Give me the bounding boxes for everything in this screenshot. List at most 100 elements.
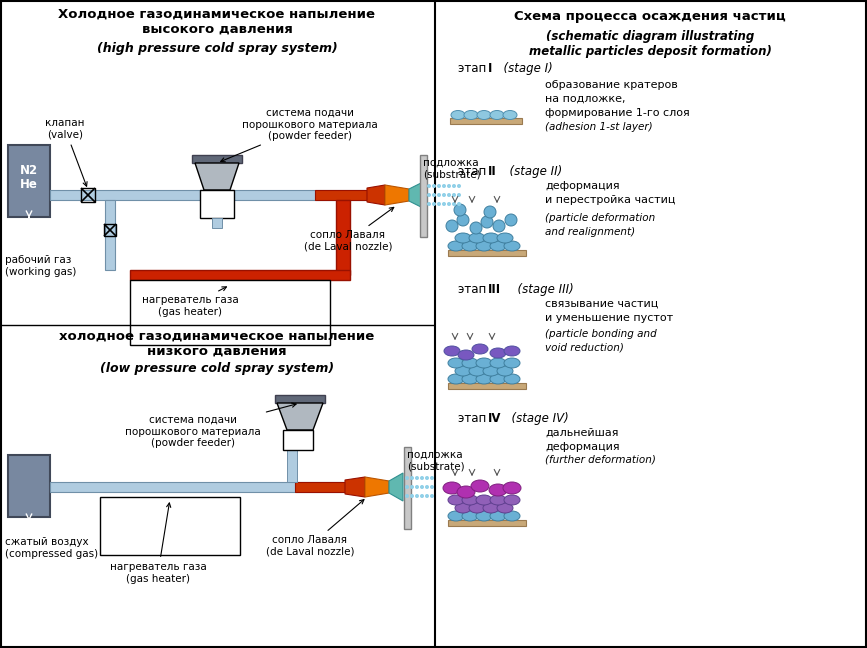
Ellipse shape <box>432 193 436 197</box>
Text: Схема процесса осаждения частиц: Схема процесса осаждения частиц <box>514 10 786 23</box>
Text: (stage II): (stage II) <box>502 165 563 178</box>
Ellipse shape <box>442 202 446 206</box>
Ellipse shape <box>489 484 507 496</box>
Ellipse shape <box>442 193 446 197</box>
Text: этап: этап <box>458 165 490 178</box>
Text: сопло Лаваля
(de Laval nozzle): сопло Лаваля (de Laval nozzle) <box>303 207 394 251</box>
Ellipse shape <box>405 485 409 489</box>
Ellipse shape <box>444 346 460 356</box>
Ellipse shape <box>437 184 441 188</box>
Ellipse shape <box>504 495 520 505</box>
Text: нагреватель газа
(gas heater): нагреватель газа (gas heater) <box>109 503 206 584</box>
Ellipse shape <box>425 485 429 489</box>
Ellipse shape <box>503 482 521 494</box>
Text: (stage IV): (stage IV) <box>504 412 569 425</box>
Ellipse shape <box>490 348 506 358</box>
Bar <box>283 430 313 450</box>
Ellipse shape <box>477 111 491 119</box>
Ellipse shape <box>462 511 478 521</box>
Ellipse shape <box>457 486 475 498</box>
Ellipse shape <box>427 184 431 188</box>
Ellipse shape <box>469 366 485 376</box>
Text: клапан
(valve): клапан (valve) <box>45 118 87 186</box>
Ellipse shape <box>455 503 471 513</box>
Ellipse shape <box>505 214 517 226</box>
Ellipse shape <box>430 476 434 480</box>
Ellipse shape <box>503 111 517 119</box>
Bar <box>200 190 234 218</box>
Ellipse shape <box>462 241 478 251</box>
Ellipse shape <box>471 480 489 492</box>
Text: сжатый воздух
(compressed gas): сжатый воздух (compressed gas) <box>5 537 98 559</box>
Ellipse shape <box>462 358 478 368</box>
Ellipse shape <box>430 485 434 489</box>
Polygon shape <box>277 403 323 430</box>
Ellipse shape <box>457 202 461 206</box>
Ellipse shape <box>451 111 465 119</box>
Bar <box>130 280 330 345</box>
Ellipse shape <box>504 346 520 356</box>
Ellipse shape <box>432 202 436 206</box>
Ellipse shape <box>415 485 419 489</box>
Ellipse shape <box>462 374 478 384</box>
Ellipse shape <box>504 358 520 368</box>
Ellipse shape <box>483 233 499 243</box>
Ellipse shape <box>420 476 424 480</box>
Text: (particle bonding and
void reduction): (particle bonding and void reduction) <box>545 329 656 353</box>
Polygon shape <box>409 181 425 209</box>
Ellipse shape <box>415 476 419 480</box>
Text: холодное газодинамическое напыление
низкого давления: холодное газодинамическое напыление низк… <box>59 330 375 358</box>
Text: образование кратеров
на подложке,
формирование 1-го слоя: образование кратеров на подложке, формир… <box>545 80 690 118</box>
Text: N2: N2 <box>20 163 38 176</box>
Text: (stage I): (stage I) <box>496 62 553 75</box>
Text: (high pressure cold spray system): (high pressure cold spray system) <box>96 42 337 55</box>
Bar <box>448 250 526 256</box>
Bar <box>100 497 240 555</box>
Ellipse shape <box>448 495 464 505</box>
Bar <box>50 190 365 200</box>
Ellipse shape <box>454 204 466 216</box>
Ellipse shape <box>458 350 474 360</box>
Ellipse shape <box>437 202 441 206</box>
Ellipse shape <box>447 202 451 206</box>
Bar <box>420 155 427 237</box>
Ellipse shape <box>452 184 456 188</box>
Bar <box>275 395 325 403</box>
Ellipse shape <box>442 184 446 188</box>
Ellipse shape <box>483 503 499 513</box>
Bar <box>448 383 526 389</box>
Ellipse shape <box>427 202 431 206</box>
Ellipse shape <box>497 366 513 376</box>
Text: He: He <box>20 178 38 192</box>
Text: IV: IV <box>488 412 501 425</box>
Ellipse shape <box>490 111 504 119</box>
Bar <box>404 447 411 529</box>
Ellipse shape <box>415 494 419 498</box>
Text: нагреватель газа
(gas heater): нагреватель газа (gas heater) <box>141 287 238 317</box>
Ellipse shape <box>504 241 520 251</box>
Text: этап: этап <box>458 412 490 425</box>
Ellipse shape <box>476 358 492 368</box>
Ellipse shape <box>469 503 485 513</box>
Bar <box>212 218 222 228</box>
Polygon shape <box>195 163 239 190</box>
Text: рабочий газ
(working gas): рабочий газ (working gas) <box>5 255 76 277</box>
Ellipse shape <box>476 241 492 251</box>
Ellipse shape <box>476 495 492 505</box>
Ellipse shape <box>405 476 409 480</box>
Ellipse shape <box>457 193 461 197</box>
Ellipse shape <box>455 233 471 243</box>
Ellipse shape <box>447 184 451 188</box>
Ellipse shape <box>455 366 471 376</box>
Text: Холодное газодинамическое напыление
высокого давления: Холодное газодинамическое напыление высо… <box>58 8 375 36</box>
Ellipse shape <box>448 358 464 368</box>
Ellipse shape <box>425 476 429 480</box>
Ellipse shape <box>497 503 513 513</box>
Text: этап: этап <box>458 62 490 75</box>
Ellipse shape <box>410 476 414 480</box>
Bar <box>448 520 526 526</box>
Ellipse shape <box>472 344 488 354</box>
Text: (adhesion 1-st layer): (adhesion 1-st layer) <box>545 122 653 132</box>
Ellipse shape <box>476 511 492 521</box>
Text: (particle deformation
and realignment): (particle deformation and realignment) <box>545 213 655 237</box>
